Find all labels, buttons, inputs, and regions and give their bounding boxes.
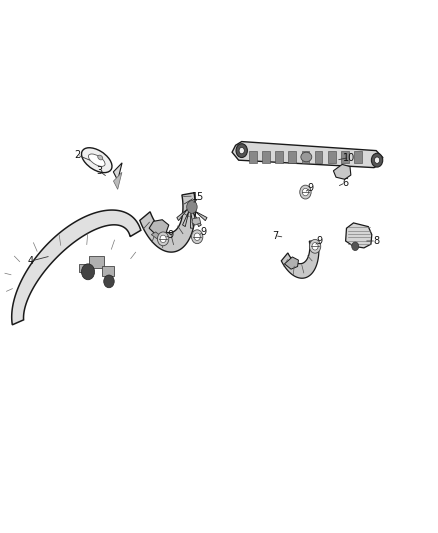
- Bar: [249, 151, 257, 163]
- Bar: [301, 151, 309, 163]
- Bar: [328, 151, 336, 163]
- Ellipse shape: [81, 148, 112, 173]
- Polygon shape: [12, 210, 141, 325]
- Polygon shape: [333, 165, 351, 179]
- Polygon shape: [232, 142, 383, 167]
- Polygon shape: [191, 212, 194, 228]
- Text: 8: 8: [373, 236, 379, 246]
- Circle shape: [191, 230, 203, 244]
- Circle shape: [157, 232, 169, 246]
- Circle shape: [374, 157, 380, 164]
- Polygon shape: [192, 217, 201, 225]
- Text: 9: 9: [201, 227, 207, 237]
- Circle shape: [187, 200, 197, 213]
- Polygon shape: [113, 172, 122, 189]
- Circle shape: [302, 188, 308, 196]
- Text: 4: 4: [27, 256, 33, 266]
- Polygon shape: [285, 257, 298, 269]
- FancyBboxPatch shape: [89, 256, 104, 268]
- Circle shape: [371, 154, 383, 167]
- Polygon shape: [177, 209, 188, 221]
- Ellipse shape: [88, 154, 105, 166]
- Polygon shape: [149, 220, 169, 236]
- Text: 2: 2: [74, 150, 80, 160]
- Circle shape: [81, 264, 95, 280]
- Text: 9: 9: [316, 236, 322, 246]
- Ellipse shape: [98, 155, 103, 160]
- Bar: [276, 151, 283, 163]
- Polygon shape: [193, 212, 201, 227]
- Polygon shape: [281, 241, 319, 278]
- Circle shape: [239, 148, 244, 154]
- Text: 9: 9: [167, 230, 173, 240]
- Circle shape: [194, 233, 200, 240]
- Circle shape: [104, 275, 114, 288]
- Text: 6: 6: [343, 177, 349, 188]
- Polygon shape: [183, 211, 189, 227]
- Ellipse shape: [301, 152, 312, 162]
- Text: 1: 1: [192, 192, 198, 203]
- Text: 5: 5: [196, 192, 202, 203]
- FancyBboxPatch shape: [79, 264, 88, 271]
- Bar: [354, 151, 362, 163]
- Circle shape: [160, 235, 166, 243]
- Polygon shape: [140, 193, 195, 252]
- Bar: [341, 151, 349, 163]
- Text: 3: 3: [96, 166, 102, 176]
- Bar: [288, 151, 296, 163]
- Circle shape: [236, 144, 247, 158]
- Text: 7: 7: [272, 231, 278, 241]
- Text: 9: 9: [307, 183, 314, 193]
- Polygon shape: [151, 232, 163, 241]
- Circle shape: [312, 243, 318, 250]
- Polygon shape: [195, 211, 207, 221]
- Polygon shape: [113, 163, 122, 180]
- Polygon shape: [346, 223, 372, 248]
- Circle shape: [300, 185, 311, 199]
- Bar: [314, 151, 322, 163]
- Text: 10: 10: [343, 152, 355, 163]
- FancyBboxPatch shape: [102, 266, 114, 276]
- Bar: [262, 151, 270, 163]
- Circle shape: [309, 239, 321, 253]
- Circle shape: [352, 242, 359, 251]
